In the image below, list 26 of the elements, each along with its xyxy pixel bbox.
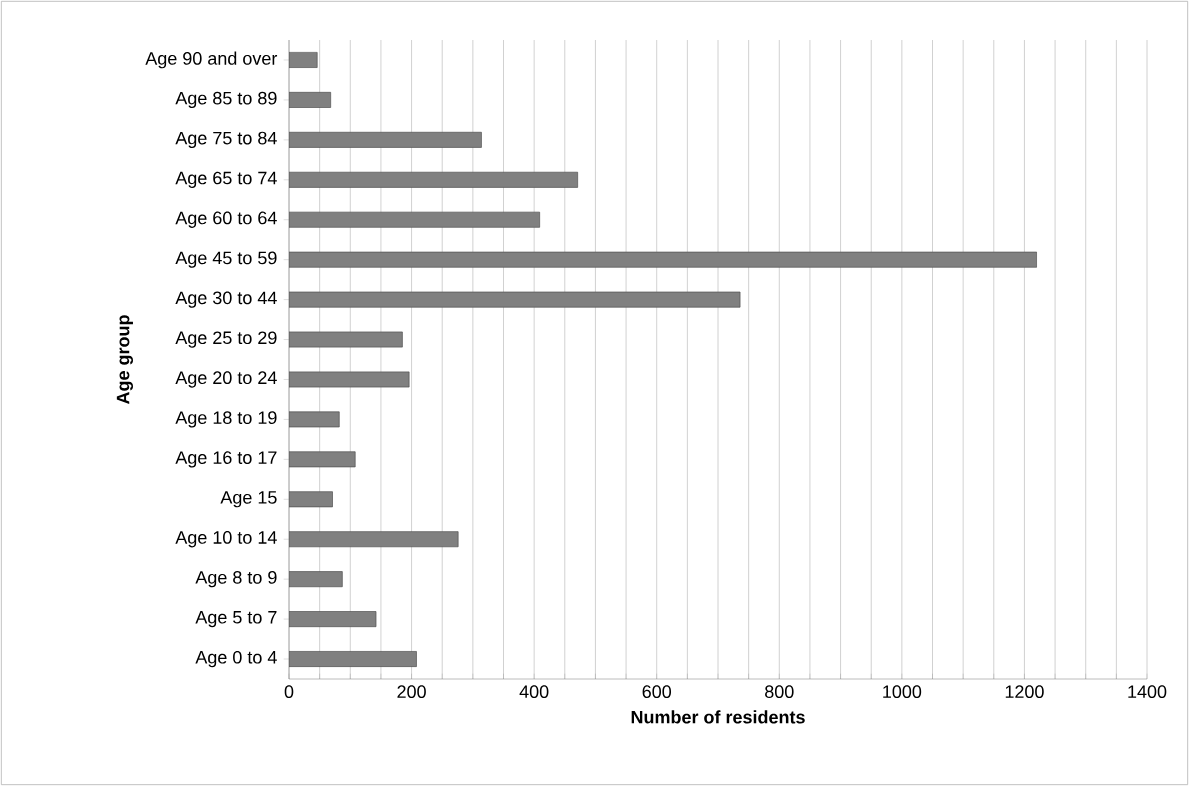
y-tick-label: Age 25 to 29 (175, 331, 277, 348)
y-tick-label: Age 5 to 7 (195, 611, 277, 628)
y-tick-label: Age 65 to 74 (175, 171, 277, 188)
y-tick-label: Age 60 to 64 (175, 211, 277, 228)
x-tick-label: 600 (642, 685, 672, 699)
y-tick-label: Age 75 to 84 (175, 131, 277, 149)
x-tick-label: 1400 (1128, 685, 1167, 699)
y-tick-label: Age 85 to 89 (175, 91, 277, 109)
y-tick-label: Age 90 and over (145, 51, 278, 69)
y-tick-label: Age 45 to 59 (175, 251, 277, 268)
y-axis-title: Age group (116, 315, 134, 405)
y-tick-label: Age 10 to 14 (175, 531, 277, 548)
x-tick-label: 200 (397, 685, 426, 699)
x-tick-label: 1200 (1005, 685, 1044, 699)
x-tick-label: 400 (519, 685, 549, 699)
x-tick-label: 800 (765, 685, 794, 699)
y-tick-label: Age 30 to 44 (175, 291, 277, 308)
y-tick-label: Age 15 (220, 491, 277, 508)
x-tick-label: 0 (284, 685, 294, 699)
y-tick-label: Age 18 to 19 (175, 411, 277, 428)
y-tick-label: Age 0 to 4 (195, 650, 277, 668)
y-tick-label: Age 20 to 24 (175, 371, 277, 388)
y-tick-label: Age 16 to 17 (175, 451, 277, 468)
x-axis-title: Number of residents (631, 710, 805, 724)
y-tick-label: Age 8 to 9 (195, 571, 277, 588)
x-tick-label: 1000 (883, 685, 922, 699)
